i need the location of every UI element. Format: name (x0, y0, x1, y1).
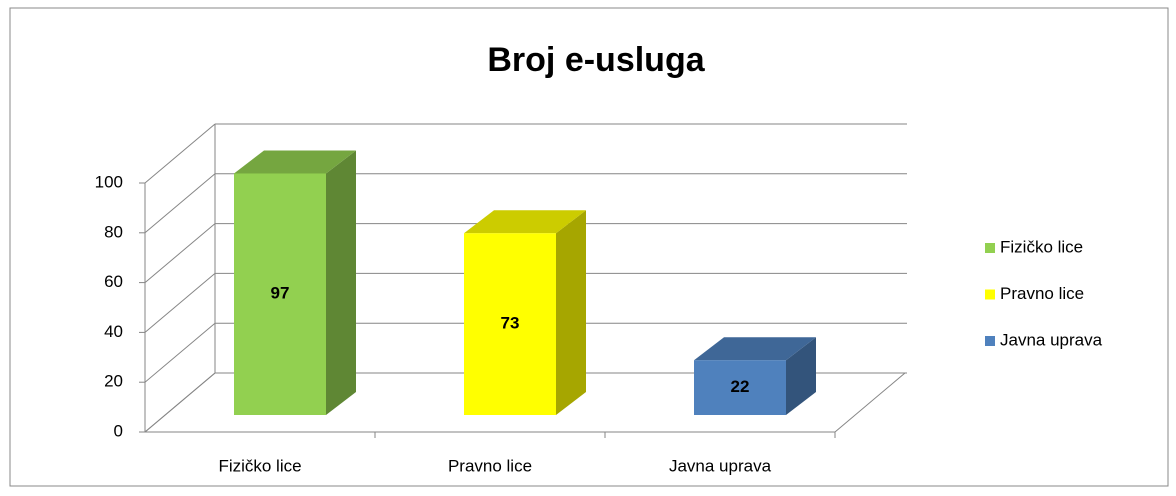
grid-line-side (144, 273, 216, 333)
legend-label: Javna uprava (1000, 330, 1103, 349)
legend-label: Fizičko lice (1000, 237, 1083, 256)
bar (694, 360, 786, 415)
data-label: 73 (501, 314, 520, 333)
chart-border (9, 7, 1169, 487)
y-tick-label: 60 (104, 272, 123, 291)
bar-top (464, 210, 586, 234)
bar-top (694, 337, 816, 361)
y-tick-label: 100 (95, 172, 123, 191)
bar (464, 233, 556, 415)
data-label: 97 (271, 284, 290, 303)
y-tick-label: 40 (104, 322, 123, 341)
x-tick-label: Pravno lice (448, 456, 532, 475)
legend-label: Pravno lice (1000, 284, 1084, 303)
data-label: 22 (731, 377, 750, 396)
grid-line-side (144, 223, 216, 283)
bar (234, 173, 326, 415)
grid-line-side (144, 123, 216, 184)
y-tick-label: 0 (114, 421, 123, 440)
x-tick-label: Javna uprava (669, 456, 772, 475)
bar-side (786, 337, 816, 415)
bar-side (326, 150, 356, 415)
x-tick-label: Fizičko lice (218, 456, 301, 475)
bar-top (234, 150, 356, 174)
legend-swatch (985, 336, 995, 346)
legend-swatch (985, 243, 995, 253)
floor-right (834, 372, 906, 433)
y-tick-label: 80 (104, 222, 123, 241)
grid-line-side (144, 322, 216, 383)
y-tick-label: 20 (104, 372, 123, 391)
chart-title: Broj e-usluga (487, 41, 705, 79)
grid-line-side (144, 372, 216, 433)
legend-swatch (985, 289, 995, 300)
bar-side (556, 210, 586, 415)
grid-line-side (144, 173, 216, 234)
